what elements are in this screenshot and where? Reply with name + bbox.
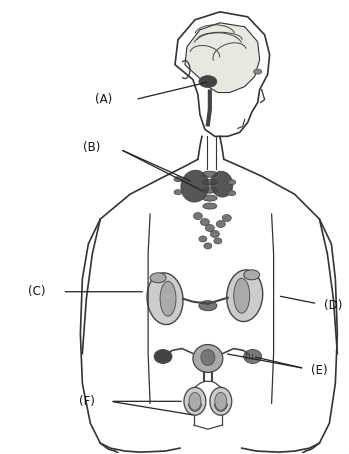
Ellipse shape xyxy=(200,218,209,226)
Text: (C): (C) xyxy=(28,285,45,298)
Text: (A): (A) xyxy=(95,93,112,106)
Ellipse shape xyxy=(215,392,227,410)
Ellipse shape xyxy=(150,273,166,283)
Ellipse shape xyxy=(205,225,214,232)
Ellipse shape xyxy=(193,212,202,220)
Ellipse shape xyxy=(189,392,201,410)
Ellipse shape xyxy=(193,345,223,372)
Text: (E): (E) xyxy=(311,364,328,377)
Ellipse shape xyxy=(244,270,260,280)
Ellipse shape xyxy=(228,180,236,185)
Ellipse shape xyxy=(214,238,222,244)
Ellipse shape xyxy=(203,203,217,209)
Text: (D): (D) xyxy=(325,299,343,312)
Ellipse shape xyxy=(199,301,217,311)
Ellipse shape xyxy=(199,76,217,88)
Ellipse shape xyxy=(174,177,182,182)
Text: (F): (F) xyxy=(80,395,95,408)
Ellipse shape xyxy=(227,270,263,321)
Ellipse shape xyxy=(160,281,176,316)
Ellipse shape xyxy=(244,350,262,364)
Ellipse shape xyxy=(202,187,217,193)
Ellipse shape xyxy=(203,195,217,201)
Ellipse shape xyxy=(202,179,217,185)
Polygon shape xyxy=(185,23,260,93)
Ellipse shape xyxy=(174,190,182,195)
Ellipse shape xyxy=(147,273,183,325)
Ellipse shape xyxy=(154,350,172,364)
Ellipse shape xyxy=(184,387,206,415)
Ellipse shape xyxy=(254,69,262,74)
Ellipse shape xyxy=(234,278,250,313)
Ellipse shape xyxy=(210,231,219,237)
Ellipse shape xyxy=(211,171,233,197)
Ellipse shape xyxy=(228,191,236,196)
Text: (B): (B) xyxy=(83,141,100,154)
Ellipse shape xyxy=(222,215,231,222)
Ellipse shape xyxy=(216,221,225,227)
Ellipse shape xyxy=(204,243,212,249)
Ellipse shape xyxy=(199,236,207,242)
Ellipse shape xyxy=(202,171,218,177)
Ellipse shape xyxy=(210,387,232,415)
Ellipse shape xyxy=(181,170,209,202)
Ellipse shape xyxy=(201,350,215,365)
